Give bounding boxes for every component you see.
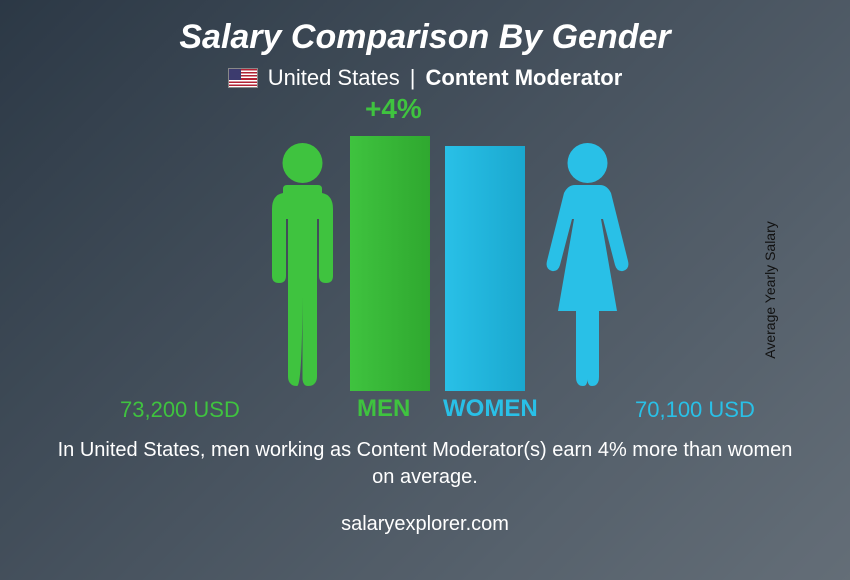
woman-icon bbox=[545, 141, 630, 391]
infographic-content: Salary Comparison By Gender United State… bbox=[0, 0, 850, 580]
men-gender-label: MEN bbox=[357, 395, 410, 423]
subtitle-separator: | bbox=[410, 65, 416, 91]
subtitle-country: United States bbox=[268, 65, 400, 91]
women-bar bbox=[445, 146, 525, 391]
page-title: Salary Comparison By Gender bbox=[179, 18, 670, 57]
footer-source: salaryexplorer.com bbox=[341, 513, 509, 536]
men-salary-value: 73,200 USD bbox=[120, 397, 240, 423]
men-bar bbox=[350, 136, 430, 391]
subtitle-job: Content Moderator bbox=[426, 65, 623, 91]
women-salary-value: 70,100 USD bbox=[635, 397, 755, 423]
women-gender-label: WOMEN bbox=[443, 395, 538, 423]
delta-label: +4% bbox=[365, 93, 422, 125]
chart-area: +4% 73,200 USD MEN WOMEN 70,100 USD bbox=[75, 101, 775, 431]
man-icon bbox=[265, 141, 340, 391]
y-axis-label: Average Yearly Salary bbox=[761, 221, 777, 359]
us-flag-icon bbox=[228, 68, 258, 88]
description-text: In United States, men working as Content… bbox=[55, 437, 795, 491]
subtitle-row: United States | Content Moderator bbox=[228, 65, 623, 91]
